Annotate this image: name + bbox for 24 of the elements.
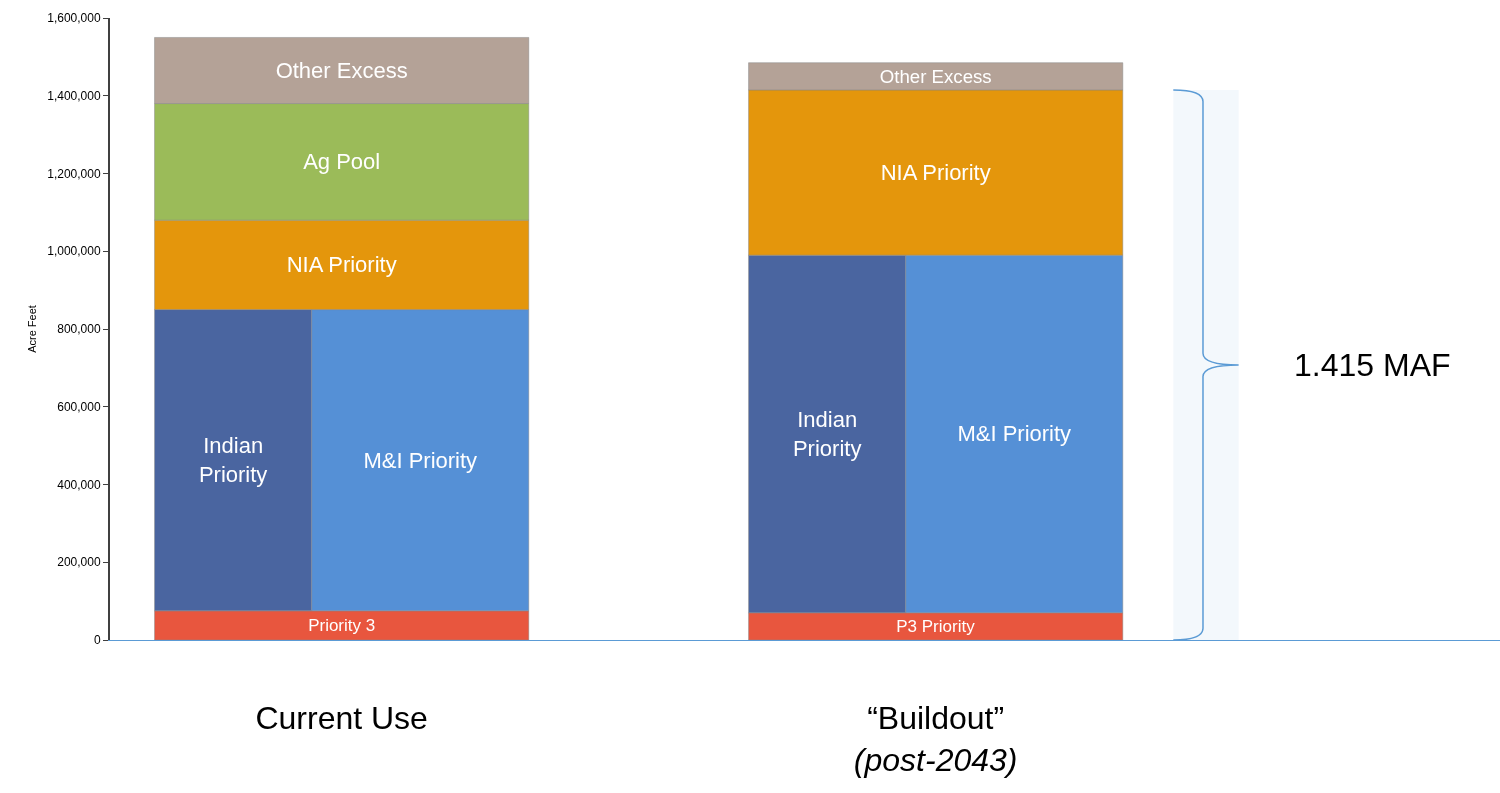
series-label: Other Excess bbox=[879, 65, 992, 87]
text: M&I Priority bbox=[957, 421, 1072, 447]
y-tick-label: 0 bbox=[93, 633, 101, 648]
x-tick-label: Current Use bbox=[255, 700, 428, 737]
y-axis-title: Acre Feet bbox=[26, 305, 39, 353]
y-tick-label: 800,000 bbox=[57, 322, 101, 337]
series-label: Indian Priority bbox=[792, 407, 862, 461]
y-tick-label: 1,000,000 bbox=[47, 244, 101, 259]
text: Indian Priority bbox=[198, 433, 268, 487]
y-tick-label: 400,000 bbox=[57, 477, 101, 492]
band-label: 1.415 MAF bbox=[1294, 347, 1451, 383]
text: Other Excess bbox=[275, 57, 408, 83]
x-tick-label: “Buildout” (post-2043) bbox=[853, 700, 1018, 778]
y-tick-label: 1,400,000 bbox=[47, 88, 101, 103]
series-label: M&I Priority bbox=[363, 447, 478, 473]
text: NIA Priority bbox=[880, 160, 991, 186]
series-label: Ag Pool bbox=[303, 149, 381, 175]
data-label: P3 Priority bbox=[896, 616, 976, 636]
y-tick-label: 1,600,000 bbox=[47, 11, 101, 26]
y-tick-label: 1,200,000 bbox=[47, 166, 101, 181]
series-label: NIA Priority bbox=[286, 252, 397, 278]
data-label: Priority 3 bbox=[308, 615, 376, 635]
y-tick-label: 200,000 bbox=[57, 555, 101, 570]
y-tick-label: 600,000 bbox=[57, 399, 101, 414]
